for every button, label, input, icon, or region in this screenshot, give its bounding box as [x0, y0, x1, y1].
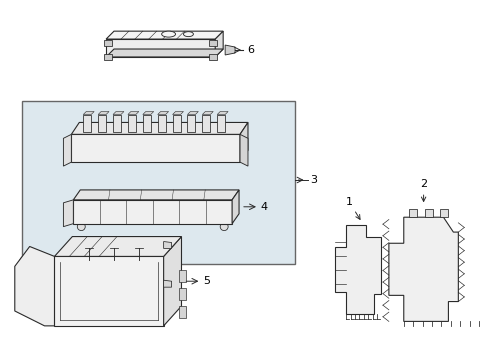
Circle shape — [415, 252, 439, 276]
Text: 6: 6 — [247, 45, 254, 55]
Polygon shape — [72, 122, 248, 134]
Polygon shape — [232, 190, 239, 224]
Ellipse shape — [162, 31, 175, 37]
Polygon shape — [209, 40, 217, 46]
Polygon shape — [178, 288, 187, 300]
Circle shape — [220, 223, 228, 231]
Polygon shape — [389, 217, 458, 321]
Polygon shape — [178, 306, 187, 318]
Text: 3: 3 — [311, 175, 318, 185]
Polygon shape — [172, 112, 183, 114]
Polygon shape — [104, 54, 112, 60]
Polygon shape — [98, 114, 106, 132]
Polygon shape — [209, 54, 217, 60]
Polygon shape — [164, 237, 181, 326]
Polygon shape — [158, 114, 166, 132]
Polygon shape — [83, 114, 91, 132]
Text: 1: 1 — [345, 197, 360, 219]
Polygon shape — [188, 114, 196, 132]
Polygon shape — [72, 134, 240, 162]
Polygon shape — [54, 256, 164, 326]
Polygon shape — [178, 270, 187, 282]
Polygon shape — [98, 112, 109, 114]
Ellipse shape — [432, 284, 445, 294]
Polygon shape — [74, 190, 239, 200]
Polygon shape — [128, 112, 139, 114]
Polygon shape — [63, 200, 74, 227]
Polygon shape — [164, 280, 171, 287]
Polygon shape — [106, 31, 223, 39]
Polygon shape — [106, 39, 215, 57]
Circle shape — [20, 256, 30, 266]
Polygon shape — [113, 114, 121, 132]
Bar — [22, 100, 294, 264]
Text: 2: 2 — [420, 179, 427, 202]
Polygon shape — [217, 114, 225, 132]
Polygon shape — [225, 45, 235, 55]
Polygon shape — [104, 40, 112, 46]
Polygon shape — [240, 134, 248, 166]
Polygon shape — [240, 122, 248, 162]
Ellipse shape — [183, 32, 194, 37]
Text: 5: 5 — [203, 276, 210, 286]
Polygon shape — [54, 237, 181, 256]
Polygon shape — [74, 200, 232, 224]
Polygon shape — [441, 209, 448, 217]
Polygon shape — [202, 112, 213, 114]
Polygon shape — [164, 242, 171, 248]
Circle shape — [77, 223, 85, 231]
Polygon shape — [128, 114, 136, 132]
Polygon shape — [335, 225, 381, 314]
Polygon shape — [425, 209, 433, 217]
Polygon shape — [63, 134, 72, 166]
Polygon shape — [202, 114, 210, 132]
Polygon shape — [143, 114, 151, 132]
Polygon shape — [215, 31, 223, 57]
Polygon shape — [15, 247, 54, 326]
Polygon shape — [106, 49, 223, 57]
Polygon shape — [217, 112, 228, 114]
Polygon shape — [188, 112, 198, 114]
Polygon shape — [409, 209, 416, 217]
Polygon shape — [143, 112, 154, 114]
Circle shape — [364, 256, 380, 272]
Polygon shape — [172, 114, 180, 132]
Text: 4: 4 — [261, 202, 268, 212]
Polygon shape — [158, 112, 169, 114]
Polygon shape — [113, 112, 124, 114]
Polygon shape — [83, 112, 94, 114]
